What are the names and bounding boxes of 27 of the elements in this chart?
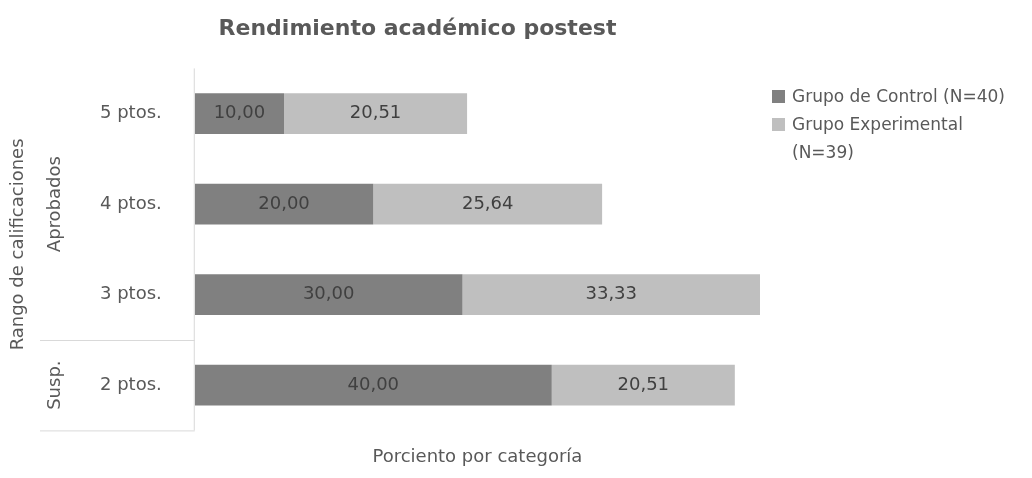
data-label: 33,33 xyxy=(585,282,638,304)
data-label: 20,00 xyxy=(258,191,310,213)
bar xyxy=(284,93,468,135)
x-axis-title: Porciento por categoría xyxy=(372,444,583,466)
y-axis-title: Rango de calificaciones xyxy=(5,138,27,351)
data-label: 25,64 xyxy=(461,191,514,213)
y-tick-label: 4 ptos. xyxy=(99,191,162,213)
bar xyxy=(194,183,374,225)
bar xyxy=(462,274,760,316)
data-label: 10,00 xyxy=(213,101,266,123)
data-label: 20,51 xyxy=(617,372,670,394)
legend-label: Grupo de Control (N=40) xyxy=(791,85,1006,108)
data-label: 40,00 xyxy=(347,372,400,394)
y-tick-label: 5 ptos. xyxy=(99,101,162,123)
text: Aprobados xyxy=(42,156,64,253)
chart-title: Rendimiento académico postest xyxy=(218,14,617,40)
data-label: 30,00 xyxy=(302,282,355,304)
y-tick-label: 2 ptos. xyxy=(99,372,162,394)
bar xyxy=(551,364,735,406)
data-label: 20,51 xyxy=(349,101,402,123)
bar xyxy=(373,183,603,225)
bar xyxy=(194,93,285,135)
text: Susp. xyxy=(42,360,64,410)
bar xyxy=(194,274,463,316)
y-tick-label: 3 ptos. xyxy=(99,282,162,304)
legend-label: Grupo Experimental (N=39) xyxy=(791,113,964,164)
bar xyxy=(194,364,552,406)
